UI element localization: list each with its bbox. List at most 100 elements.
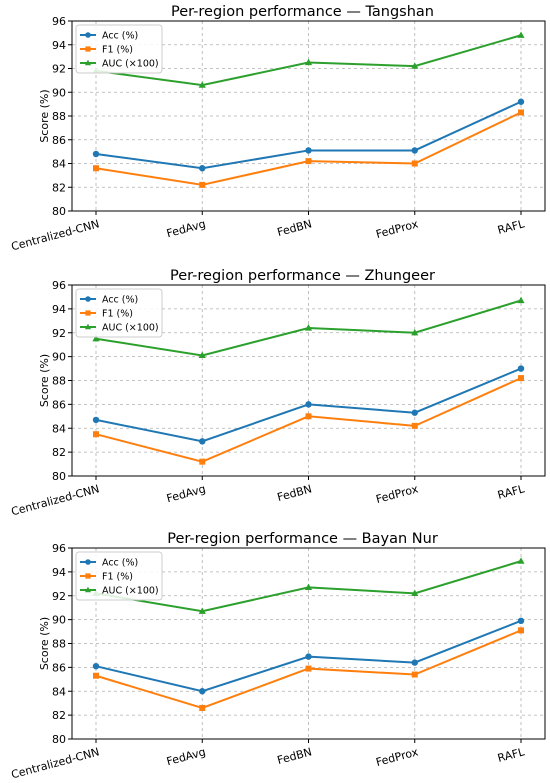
- data-point: [411, 147, 418, 154]
- data-point: [517, 365, 525, 372]
- data-point: [198, 81, 206, 88]
- y-tick-label: 82: [52, 709, 66, 722]
- data-point: [411, 160, 418, 167]
- data-point: [304, 583, 313, 590]
- y-tick-label: 94: [52, 566, 66, 579]
- series-2: [93, 109, 524, 188]
- data-point: [199, 438, 206, 445]
- legend: Acc (%) F1 (%) AUC (×100): [75, 288, 163, 338]
- y-tick-label: 80: [52, 470, 66, 483]
- data-point: [305, 665, 312, 672]
- data-point: [199, 165, 206, 172]
- x-tick-label: FedBN: [276, 745, 313, 767]
- y-axis-label: Score (%): [38, 617, 51, 670]
- data-point: [93, 431, 99, 438]
- legend-marker: [85, 573, 91, 579]
- series-1: [92, 617, 525, 695]
- data-point: [92, 150, 100, 158]
- data-point: [411, 589, 419, 596]
- legend-box: [75, 551, 163, 601]
- data-point: [517, 296, 525, 304]
- data-point: [411, 422, 418, 429]
- y-tick-label: 94: [52, 39, 66, 52]
- data-point: [411, 62, 419, 69]
- y-tick-label: 92: [52, 63, 66, 76]
- legend-label: F1 (%): [102, 309, 133, 320]
- data-point: [518, 627, 524, 634]
- data-point: [517, 557, 525, 564]
- y-tick-label: 82: [52, 446, 66, 459]
- data-point: [518, 375, 524, 382]
- y-tick-label: 82: [52, 181, 66, 194]
- series-2: [93, 627, 524, 711]
- legend-marker: [84, 586, 92, 593]
- series-2: [93, 375, 524, 465]
- legend-marker: [85, 559, 91, 565]
- legend-marker: [85, 32, 91, 38]
- data-point: [199, 704, 206, 711]
- data-point: [305, 158, 312, 165]
- legend-marker: [85, 46, 91, 52]
- y-tick-label: 92: [52, 327, 66, 340]
- legend-marker: [85, 296, 91, 302]
- y-tick-label: 88: [52, 375, 66, 388]
- x-tick-label: Centralized-CNN: [10, 217, 101, 253]
- y-tick-label: 88: [52, 110, 66, 123]
- legend-marker: [84, 323, 92, 330]
- y-tick-label: 96: [52, 15, 66, 28]
- y-tick-label: 96: [52, 279, 66, 292]
- data-point: [305, 653, 312, 660]
- y-axis-label: Score (%): [38, 89, 51, 142]
- chart-panel-1: 80 82 84 86 88 90 92 94 96 Centralized-CNN FedAvg F…: [10, 4, 546, 253]
- legend-label: AUC (×100): [102, 323, 159, 334]
- data-point: [92, 334, 100, 342]
- chart-title: Per-region performance — Zhungeer: [170, 268, 435, 284]
- y-tick-label: 88: [52, 638, 66, 651]
- legend-marker: [84, 59, 92, 66]
- legend-label: F1 (%): [102, 572, 133, 583]
- legend: Acc (%) F1 (%) AUC (×100): [75, 24, 163, 74]
- legend: Acc (%) F1 (%) AUC (×100): [75, 551, 163, 601]
- data-point: [517, 31, 525, 38]
- data-point: [411, 659, 418, 666]
- x-tick-label: FedAvg: [165, 745, 207, 768]
- y-tick-label: 92: [52, 590, 66, 603]
- legend-label: Acc (%): [102, 31, 138, 42]
- data-point: [92, 416, 100, 424]
- x-tick-label: Centralized-CNN: [10, 482, 101, 518]
- chart-title: Per-region performance — Tangshan: [171, 4, 434, 20]
- data-point: [199, 458, 206, 465]
- legend-label: Acc (%): [102, 295, 138, 306]
- y-axis-label: Score (%): [38, 354, 51, 407]
- data-point: [198, 607, 206, 614]
- x-tick-label: FedProx: [375, 217, 420, 241]
- legend-box: [75, 24, 163, 74]
- legend-label: F1 (%): [102, 45, 133, 56]
- data-point: [199, 181, 206, 188]
- chart-title: Per-region performance — Bayan Nur: [167, 531, 438, 547]
- x-tick-label: RAFL: [496, 217, 526, 237]
- y-tick-label: 86: [52, 134, 66, 147]
- legend-label: Acc (%): [102, 558, 138, 569]
- data-point: [305, 413, 312, 420]
- y-tick-label: 90: [52, 351, 66, 364]
- x-tick-label: FedAvg: [165, 217, 207, 240]
- data-point: [517, 617, 525, 625]
- data-point: [92, 662, 100, 670]
- y-tick-label: 84: [52, 685, 66, 698]
- y-tick-label: 94: [52, 303, 66, 316]
- x-tick-label: Centralized-CNN: [10, 745, 101, 779]
- chart-panel-3: 80 82 84 86 88 90 92 94 96 Centralized-CNN FedAvg F…: [10, 531, 546, 781]
- data-point: [304, 58, 313, 66]
- legend-label: AUC (×100): [102, 59, 159, 70]
- x-tick-label: FedBN: [276, 482, 313, 504]
- data-point: [199, 688, 206, 695]
- data-point: [517, 98, 525, 105]
- data-point: [411, 409, 418, 416]
- y-tick-label: 84: [52, 422, 66, 435]
- y-tick-label: 86: [52, 398, 66, 411]
- data-point: [93, 165, 99, 172]
- data-point: [304, 324, 313, 331]
